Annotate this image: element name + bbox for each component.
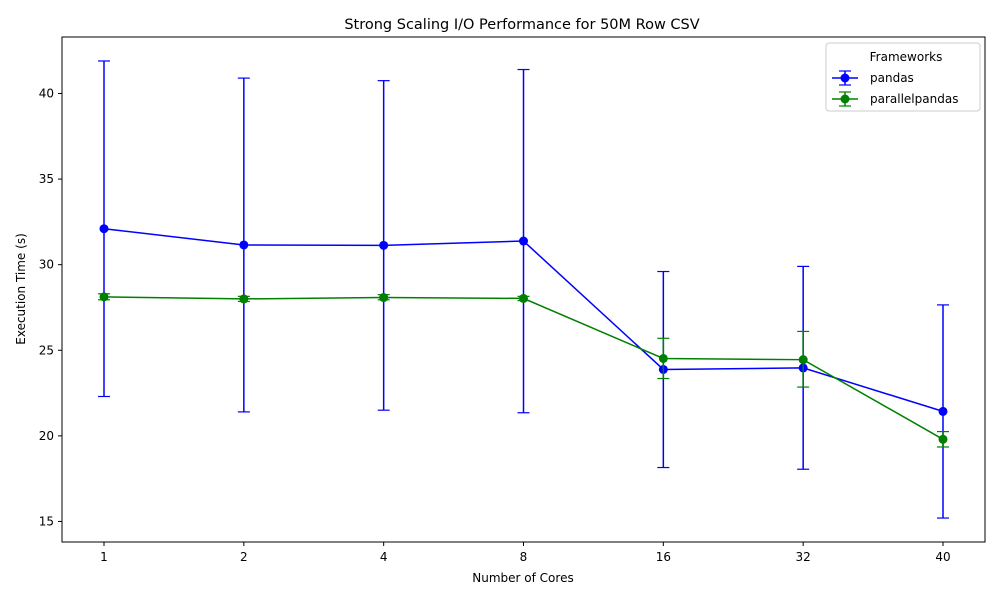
x-tick-label: 8 [520,550,528,564]
data-point [99,224,109,234]
data-point [658,353,668,363]
data-point [938,434,948,444]
data-point [519,293,528,303]
x-tick-label: 2 [240,550,248,564]
legend-marker [840,94,850,104]
series-pandas [98,60,949,519]
legend-label: parallelpandas [870,92,958,106]
legend: Frameworks pandas parallelpandas [825,42,981,112]
x-tick-label: 4 [380,550,388,564]
data-point [379,293,389,303]
legend-entries: pandas parallelpandas [832,70,958,107]
x-tick-label: 40 [935,550,950,564]
y-tick-label: 30 [39,258,54,272]
axes-layer: 1 2 4 8 16 32 40 15 20 25 30 35 40 [39,36,986,564]
x-tick-label: 1 [100,550,108,564]
series-parallelpandas [98,292,949,448]
x-axis-label: Number of Cores [472,571,573,585]
y-axis-label: Execution Time (s) [14,233,28,345]
y-tick-label: 40 [39,86,54,100]
y-tick-label: 15 [39,514,54,528]
series-layer [98,60,949,519]
data-point [99,292,109,302]
y-tick-label: 25 [39,343,54,357]
legend-label: pandas [870,71,914,85]
x-tick-label: 32 [796,550,811,564]
data-point [239,294,249,304]
legend-entry-parallelpandas: parallelpandas [832,91,958,107]
legend-box [825,42,981,112]
legend-entry-pandas: pandas [832,70,914,86]
x-tick-label: 16 [656,550,671,564]
data-point [379,240,389,250]
y-tick-label: 20 [39,429,54,443]
legend-title: Frameworks [870,50,943,64]
y-tick-label: 35 [39,172,54,186]
data-point [519,236,528,246]
data-point [798,355,808,365]
data-point [239,240,249,250]
chart-title: Strong Scaling I/O Performance for 50M R… [344,17,699,33]
legend-marker [840,73,850,83]
data-point [938,406,948,416]
